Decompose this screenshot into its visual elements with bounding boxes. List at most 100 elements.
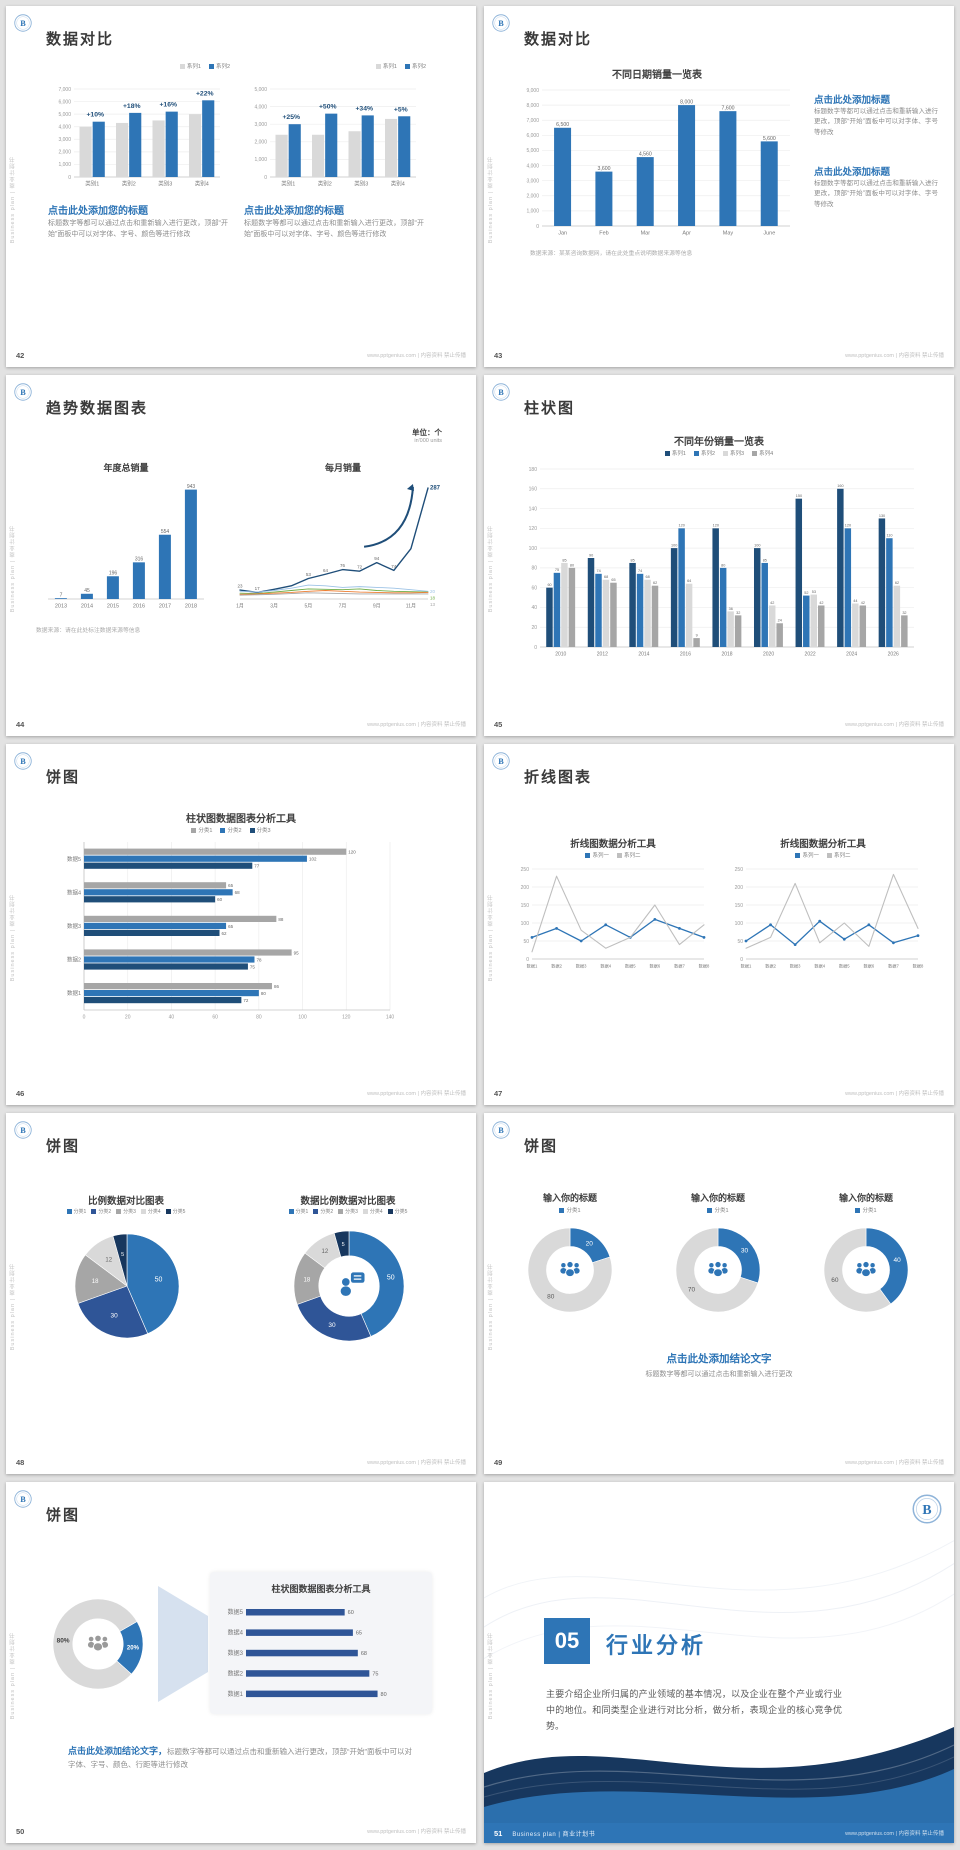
slide-42-thumbnail[interactable]: B Business plan | 商业计划书 数据对比 系列1 系列2 0 1,0… — [6, 6, 476, 367]
svg-text:6,500: 6,500 — [556, 122, 569, 128]
slide-46-thumbnail[interactable]: B Business plan | 商业计划书 饼图 柱状图数据图表分析工具 分… — [6, 744, 476, 1105]
svg-text:数据1: 数据1 — [228, 1690, 244, 1698]
svg-text:80: 80 — [721, 563, 725, 567]
svg-text:50: 50 — [737, 939, 743, 945]
svg-text:23: 23 — [237, 584, 243, 589]
slide-44-thumbnail[interactable]: B Business plan | 商业计划书 趋势数据图表 单位：个 in'0… — [6, 375, 476, 736]
svg-text:62: 62 — [895, 581, 899, 585]
svg-text:180: 180 — [529, 467, 538, 473]
slide-45-thumbnail[interactable]: B Business plan | 商业计划书 柱状图 不同年份销量一览表 系列… — [484, 375, 954, 736]
slide-title: 饼图 — [524, 1138, 559, 1155]
slide-49-thumbnail[interactable]: B Business plan | 商业计划书 饼图 输入你的标题 分类1 20… — [484, 1113, 954, 1474]
chart-legend: 系列1 系列2 — [48, 62, 230, 70]
svg-text:287: 287 — [430, 486, 441, 492]
watermark-site: www.pptgenius.com | 内容资料 禁止传播 — [367, 1829, 466, 1835]
svg-text:7,600: 7,600 — [722, 106, 735, 112]
caption-body: 标题数字等都可以通过点击和重新输入进行更改，顶部“开始”面板中可以对字体、字号等… — [814, 108, 938, 136]
grouped-bar-chart-left: 0 1,000 2,000 3,000 4,000 5,000 6,000 7,000 类别1 +… — [48, 71, 230, 189]
svg-text:5月: 5月 — [304, 604, 312, 610]
svg-text:+25%: +25% — [282, 114, 300, 121]
slide-43-thumbnail[interactable]: B Business plan | 商业计划书 数据对比 不同日期销量一览表 0… — [484, 6, 954, 367]
chart-legend: 系列1 系列2 系列3 系列4 — [519, 449, 919, 457]
svg-text:数据4: 数据4 — [600, 963, 611, 970]
unit-line1: 单位：个 — [412, 428, 442, 437]
svg-text:0: 0 — [68, 175, 71, 181]
svg-text:40: 40 — [894, 1257, 902, 1264]
chart-title: 不同日期销量一览表 — [612, 70, 702, 81]
slide-title: 数据对比 — [524, 31, 593, 48]
svg-text:120: 120 — [845, 524, 851, 528]
svg-text:B: B — [498, 1126, 504, 1135]
background-curves — [484, 1539, 954, 1660]
svg-text:200: 200 — [735, 885, 744, 891]
svg-text:数据1: 数据1 — [741, 963, 752, 970]
svg-text:5,000: 5,000 — [58, 112, 71, 118]
svg-text:2,000: 2,000 — [526, 194, 539, 200]
svg-text:50: 50 — [523, 939, 529, 945]
svg-text:2013: 2013 — [55, 604, 67, 610]
svg-text:3,000: 3,000 — [254, 122, 267, 128]
svg-text:数据4: 数据4 — [67, 888, 81, 896]
slide-47-thumbnail[interactable]: B Business plan | 商业计划书 折线图表 折线图数据分析工具 系… — [484, 744, 954, 1105]
svg-text:30: 30 — [111, 1313, 119, 1320]
chart-title: 数据比例数据对比图表 — [300, 1196, 396, 1207]
svg-text:86: 86 — [274, 984, 280, 989]
svg-text:120: 120 — [679, 524, 685, 528]
svg-text:36: 36 — [729, 607, 733, 611]
brand-logo-icon: B — [14, 383, 32, 401]
svg-text:2017: 2017 — [159, 604, 171, 610]
svg-text:64: 64 — [323, 568, 329, 573]
watermark-site: www.pptgenius.com | 内容资料 禁止传播 — [845, 1831, 944, 1837]
donut-chart-3: 40 60 — [806, 1213, 926, 1327]
chart-legend: 分类1 — [802, 1206, 930, 1214]
svg-text:1月: 1月 — [236, 604, 244, 610]
slide-50-thumbnail[interactable]: B Business plan | 商业计划书 饼图 20% 80% 柱状图数据图… — [6, 1482, 476, 1843]
page-number: 50 — [16, 1827, 25, 1836]
yearly-grouped-bar-chart: 0 20 40 60 80 100 120 140 160 180 2010 60 75 85 80 2012… — [514, 459, 924, 659]
svg-text:44: 44 — [853, 599, 857, 603]
svg-text:50: 50 — [387, 1274, 395, 1281]
watermark-site: www.pptgenius.com | 内容资料 禁止传播 — [367, 353, 466, 359]
side-caption: Business plan | 商业计划书 — [488, 1263, 494, 1351]
page-number: 47 — [494, 1089, 503, 1098]
svg-text:类别2: 类别2 — [122, 180, 136, 188]
svg-text:数据6: 数据6 — [649, 963, 660, 970]
side-caption: Business plan | 商业计划书 — [10, 156, 16, 244]
svg-text:80%: 80% — [57, 1637, 70, 1644]
svg-text:2024: 2024 — [846, 652, 857, 658]
svg-text:4,000: 4,000 — [58, 125, 71, 131]
svg-text:120: 120 — [529, 526, 538, 532]
svg-text:18: 18 — [304, 1278, 311, 1284]
column-title: 输入你的标题 — [838, 1193, 893, 1203]
svg-text:100: 100 — [671, 544, 677, 548]
slide-48-thumbnail[interactable]: B Business plan | 商业计划书 饼图 比例数据对比图表 分类1 分… — [6, 1113, 476, 1474]
svg-text:78: 78 — [256, 957, 262, 962]
svg-text:68: 68 — [361, 1651, 367, 1657]
svg-text:数据2: 数据2 — [67, 956, 81, 964]
svg-text:95: 95 — [294, 950, 300, 955]
svg-text:数据7: 数据7 — [674, 963, 685, 970]
side-caption: Business plan | 商业计划书 — [10, 1632, 16, 1720]
svg-text:2,000: 2,000 — [254, 140, 267, 146]
svg-text:20: 20 — [586, 1240, 594, 1247]
svg-text:2022: 2022 — [805, 652, 816, 658]
svg-text:1,000: 1,000 — [58, 162, 71, 168]
svg-text:数据8: 数据8 — [699, 963, 710, 970]
slide-51-thumbnail[interactable]: Business plan | 商业计划书 B 05 行业分析 主要介绍企业所归… — [484, 1482, 954, 1843]
svg-text:90: 90 — [589, 553, 593, 557]
svg-text:1,000: 1,000 — [254, 157, 267, 163]
svg-text:150: 150 — [521, 903, 530, 909]
svg-text:数据3: 数据3 — [228, 1649, 244, 1657]
svg-text:70: 70 — [688, 1286, 696, 1293]
svg-text:53: 53 — [812, 590, 816, 594]
conclusion-body: 标题数字等都可以通过点击和重新输入进行更改 — [645, 1371, 793, 1378]
svg-text:数据5: 数据5 — [625, 963, 636, 970]
svg-text:20: 20 — [531, 625, 537, 631]
svg-text:130: 130 — [879, 514, 885, 518]
svg-text:2020: 2020 — [763, 652, 774, 658]
page-number: 44 — [16, 720, 25, 729]
svg-text:68: 68 — [235, 890, 241, 895]
slide-title: 折线图表 — [524, 769, 593, 786]
svg-text:6,000: 6,000 — [526, 133, 539, 139]
svg-text:50: 50 — [155, 1276, 163, 1283]
